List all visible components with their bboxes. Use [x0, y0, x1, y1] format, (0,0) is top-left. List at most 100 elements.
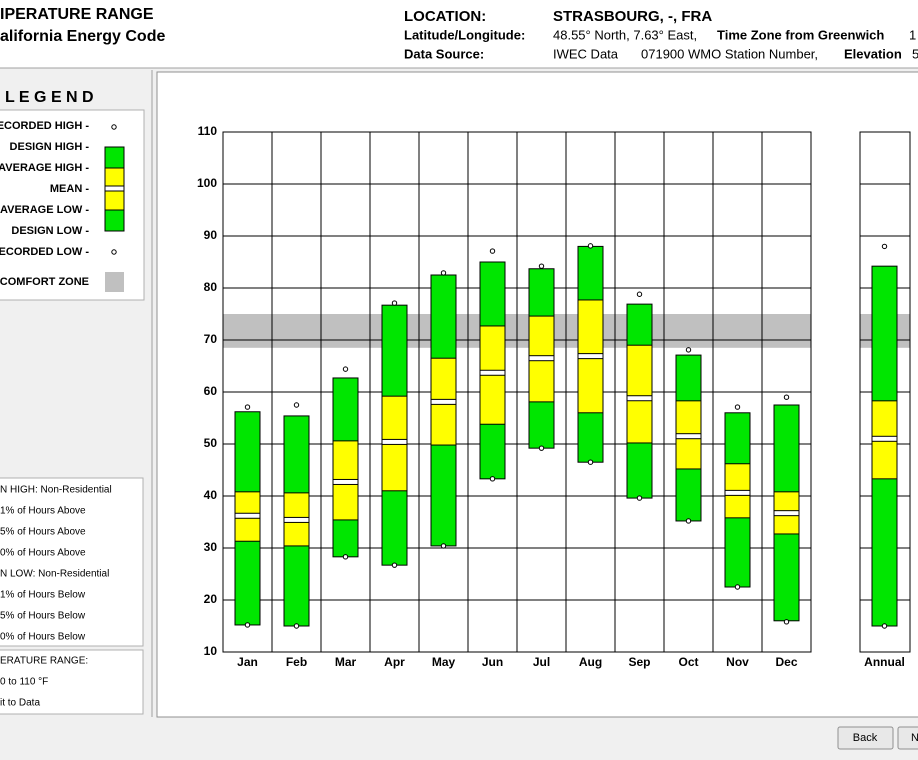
note: 5% of Hours Below	[0, 611, 86, 622]
timezone-label: Time Zone from Greenwich	[717, 27, 884, 42]
recorded-high	[783, 394, 790, 400]
y-tick-label: 70	[204, 332, 218, 346]
note: N HIGH: Non-Residential	[0, 485, 112, 496]
note: N LOW: Non-Residential	[0, 569, 109, 580]
recorded-high	[244, 404, 251, 410]
average-range	[626, 344, 653, 444]
mean	[871, 435, 898, 442]
y-tick-label: 60	[204, 384, 218, 398]
latlon: 48.55° North, 7.63° East,	[553, 27, 697, 42]
note: 0% of Hours Above	[0, 548, 86, 559]
next-label[interactable]: N	[911, 732, 918, 744]
recorded-high	[342, 366, 349, 372]
mean	[626, 395, 653, 402]
note: 1% of Hours Below	[0, 590, 86, 601]
x-tick-label: Jun	[482, 655, 503, 669]
legend-label: COMFORT ZONE	[0, 276, 89, 288]
legend-swatch	[104, 185, 125, 192]
recorded-low	[636, 495, 643, 501]
recorded-high	[881, 243, 888, 250]
notes-box	[0, 477, 144, 647]
range-note: ERATURE RANGE:	[0, 656, 88, 667]
recorded-high	[587, 243, 594, 249]
location-label: LOCATION:	[404, 8, 486, 25]
y-tick-label: 20	[204, 592, 218, 606]
legend-label: AVERAGE HIGH -	[0, 162, 89, 174]
source: IWEC Data	[553, 46, 619, 61]
range-note: it to Data	[0, 698, 40, 709]
recorded-low	[244, 622, 251, 628]
x-tick-label: Sep	[628, 655, 650, 669]
x-tick-label: Aug	[579, 655, 602, 669]
elevation: 5	[912, 46, 918, 61]
recorded-high	[293, 402, 300, 408]
x-tick-label: Feb	[286, 655, 307, 669]
recorded-low	[293, 623, 300, 629]
recorded-low	[783, 619, 790, 625]
y-tick-label: 100	[197, 176, 217, 190]
recorded-high	[734, 404, 741, 410]
recorded-high	[489, 248, 496, 254]
recorded-high	[391, 300, 398, 306]
note: 0% of Hours Below	[0, 632, 86, 643]
legend-label: ECORDED LOW -	[0, 246, 89, 258]
recorded-high	[636, 291, 643, 297]
legend-label: DESIGN LOW -	[11, 225, 89, 237]
next-button[interactable]	[897, 726, 918, 750]
y-tick-label: 30	[204, 540, 218, 554]
mean	[430, 398, 457, 405]
x-tick-label: May	[432, 655, 456, 669]
recorded-low	[489, 476, 496, 482]
legend-swatch	[111, 249, 117, 255]
x-tick-label: Jul	[533, 655, 550, 669]
note: 1% of Hours Above	[0, 506, 86, 517]
mean	[381, 438, 408, 445]
recorded-low	[587, 459, 594, 465]
recorded-high	[685, 347, 692, 353]
recorded-low	[440, 543, 447, 549]
x-tick-label: Dec	[775, 655, 797, 669]
legend-label: DESIGN HIGH -	[10, 141, 90, 153]
recorded-low	[881, 623, 888, 629]
back-button[interactable]	[837, 726, 894, 750]
header-bg	[0, 0, 918, 68]
y-tick-label: 50	[204, 436, 218, 450]
y-tick-label: 40	[204, 488, 218, 502]
recorded-low	[391, 562, 398, 568]
mean	[234, 512, 261, 519]
mean	[479, 369, 506, 376]
y-tick-label: 10	[204, 644, 218, 658]
y-tick-label: 110	[198, 124, 218, 138]
x-tick-label: Jan	[237, 655, 258, 669]
recorded-low	[538, 445, 545, 451]
latlon-label: Latitude/Longitude:	[404, 27, 525, 42]
note: 5% of Hours Above	[0, 527, 86, 538]
x-tick-label: Apr	[384, 655, 405, 669]
y-tick-label: 80	[204, 280, 218, 294]
subtitle: alifornia Energy Code	[0, 28, 165, 45]
location: STRASBOURG, -, FRA	[553, 8, 712, 25]
back-label[interactable]: Back	[853, 732, 878, 744]
x-tick-label: Nov	[726, 655, 749, 669]
elevation-label: Elevation	[844, 46, 902, 61]
plot-frame	[859, 131, 911, 653]
legend-label: ECORDED HIGH -	[0, 120, 89, 132]
mean	[773, 510, 800, 517]
mean	[283, 516, 310, 523]
mean	[577, 353, 604, 360]
legend-title: L E G E N D	[5, 89, 94, 106]
x-tick-label: Annual	[864, 655, 905, 669]
legend-label: MEAN -	[50, 183, 89, 195]
mean	[675, 433, 702, 440]
legend-swatch	[111, 124, 117, 130]
range-box	[0, 649, 144, 715]
source-label: Data Source:	[404, 46, 484, 61]
timezone: 1	[909, 27, 916, 42]
recorded-low	[685, 518, 692, 524]
recorded-high	[440, 270, 447, 276]
title: IPERATURE RANGE	[0, 6, 154, 23]
station: 071900 WMO Station Number,	[641, 46, 818, 61]
y-tick-label: 90	[204, 228, 218, 242]
